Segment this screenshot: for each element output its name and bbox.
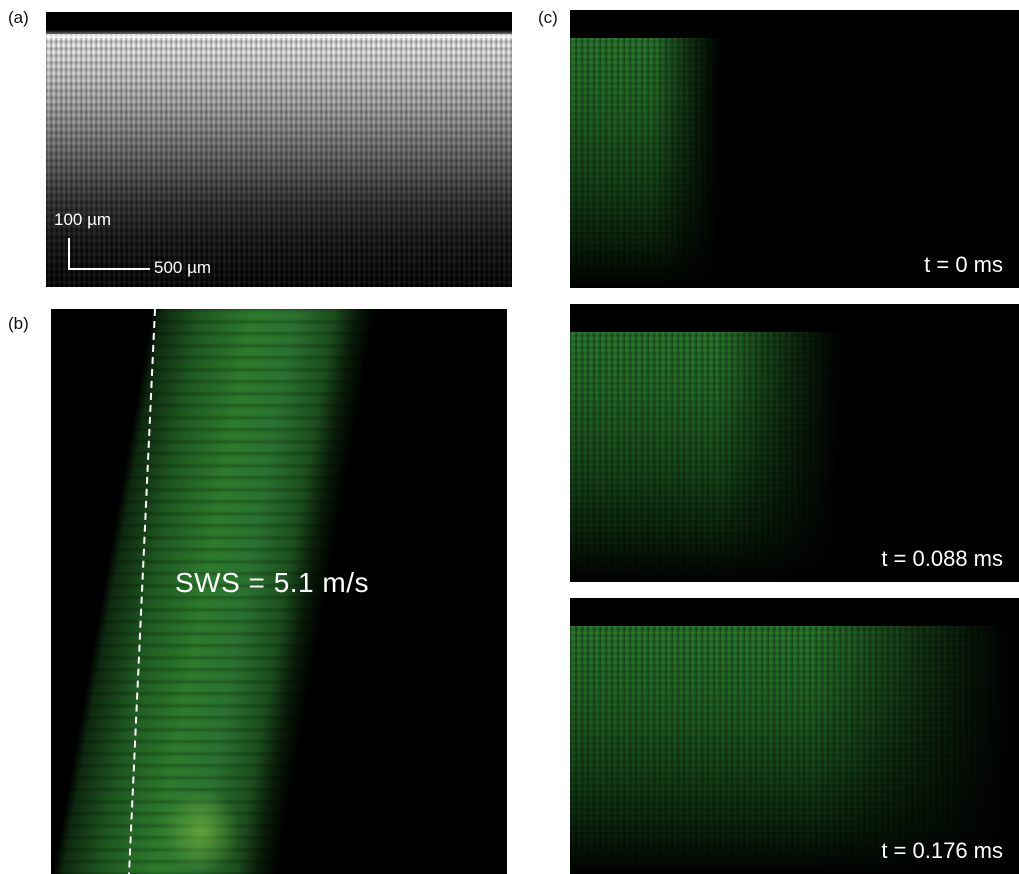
wavefront-fit-line [128,309,156,874]
time-label: t = 0.088 ms [881,546,1003,571]
time-label: t = 0 ms [924,252,1003,277]
oct-structural-image: 100 µm 500 µm [46,12,512,287]
scalebar-horizontal-label: 500 µm [154,258,212,277]
frame-t1: t = 0.088 ms [570,304,1019,582]
wave-region [570,626,1010,874]
scalebar-vertical-label: 100 µm [54,210,112,229]
scalebar-horizontal-line [68,268,150,270]
wave-glow [161,789,241,874]
wave-region [570,38,720,288]
tissue-surface-edge [46,30,512,38]
shear-wave-propagation-image: SWS = 5.1 m/s [51,309,507,874]
frame-t2: t = 0.176 ms [570,598,1019,874]
wave-region [570,332,840,582]
panel-a-letter: (a) [8,8,29,27]
green-wave-band [51,309,507,874]
time-label: t = 0.176 ms [881,838,1003,863]
panel-c-letter: (c) [538,8,558,27]
frame-t0: t = 0 ms [570,10,1019,288]
scalebar-vertical-line [68,238,70,270]
tissue-speckle-region [46,34,512,287]
panel-b-letter: (b) [8,314,29,333]
shear-wave-speed-label: SWS = 5.1 m/s [175,567,369,598]
